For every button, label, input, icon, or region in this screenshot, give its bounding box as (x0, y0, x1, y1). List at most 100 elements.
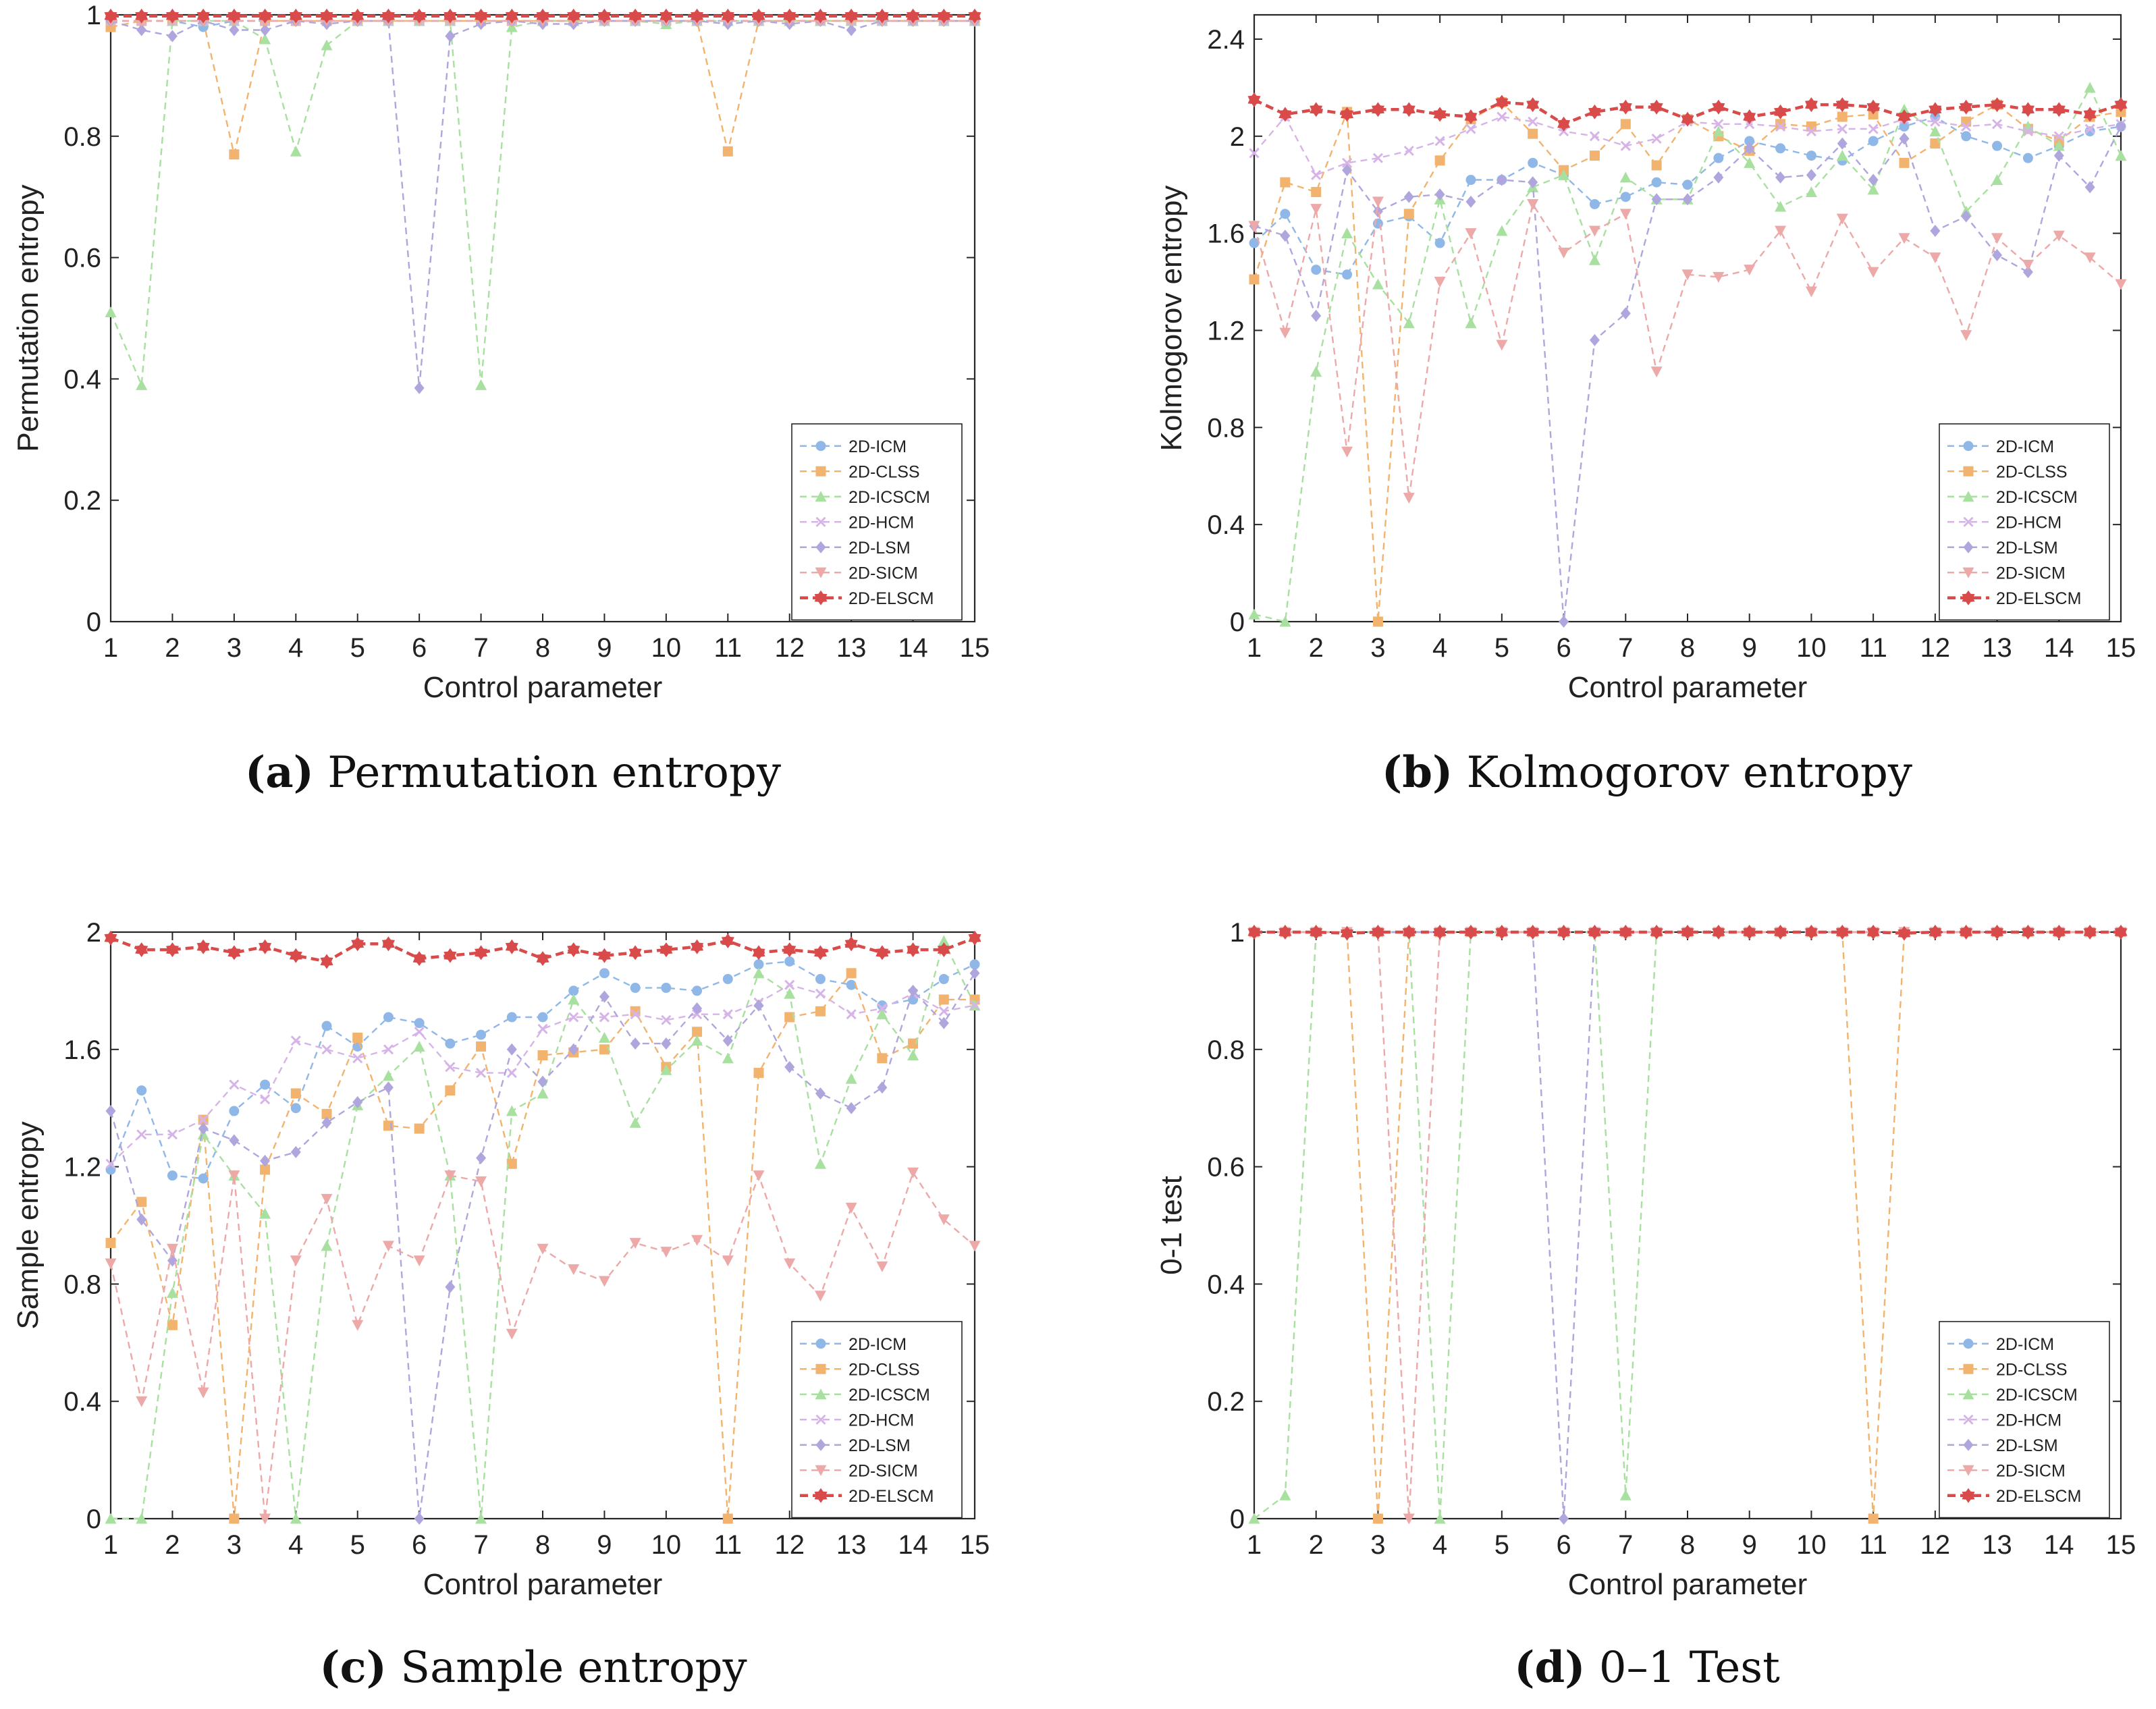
data-point (382, 1241, 394, 1252)
data-point (104, 930, 117, 946)
data-point (1557, 925, 1571, 940)
data-point (2052, 102, 2066, 117)
data-point (1682, 180, 1693, 190)
data-point (630, 1009, 641, 1020)
caption-b-letter: (b) (1382, 747, 1453, 798)
data-point (845, 1073, 857, 1084)
data-point (2022, 259, 2034, 271)
data-point (1775, 171, 1786, 184)
data-point (1713, 271, 1725, 283)
data-point (1464, 109, 1478, 124)
data-point (445, 1038, 456, 1049)
x-tick-label: 7 (1618, 1530, 1633, 1560)
series-2d-sicm (1248, 196, 2127, 504)
data-point (721, 8, 734, 24)
data-point (1589, 333, 1600, 346)
legend-item: 2D-HCM (800, 1411, 914, 1430)
data-point (413, 1255, 425, 1267)
legend-marker (1962, 567, 1974, 578)
data-point (1311, 309, 1322, 322)
data-point (1310, 204, 1322, 215)
data-point (536, 951, 549, 967)
data-point (412, 8, 426, 24)
data-point (105, 1258, 117, 1270)
x-tick-label: 14 (2044, 1530, 2074, 1560)
legend-item: 2D-CLSS (800, 462, 920, 481)
series-2d-clss (105, 16, 980, 160)
x-tick-label: 12 (774, 633, 805, 663)
legend-marker (815, 1414, 826, 1425)
data-point (1650, 367, 1663, 378)
y-tick-label: 2.4 (1207, 25, 1245, 55)
data-point (445, 30, 456, 43)
legend-item: 2D-SICM (1947, 564, 2066, 582)
x-tick-label: 9 (1742, 633, 1757, 663)
data-point (722, 1513, 733, 1524)
data-point (815, 1087, 826, 1100)
data-point (784, 979, 795, 990)
data-point (229, 1079, 240, 1090)
data-point (691, 1035, 703, 1046)
data-point (1311, 169, 1322, 180)
data-point (1682, 193, 1693, 206)
data-point (321, 1116, 332, 1129)
legend-label: 2D-ELSCM (1996, 589, 2081, 608)
series-line (110, 971, 975, 1519)
data-point (196, 8, 210, 24)
data-point (1774, 925, 1787, 940)
legend-marker (1962, 590, 1975, 605)
legend-label: 2D-ICM (1996, 1335, 2054, 1354)
data-point (1961, 210, 1972, 223)
legend-marker (815, 516, 826, 527)
data-point (568, 985, 579, 996)
data-point (1836, 150, 1848, 161)
data-point (1278, 107, 1292, 122)
data-point (104, 8, 117, 24)
series-line (110, 20, 975, 155)
legend-a: 2D-ICM 2D-CLSS 2D-ICSCM 2D-HCM 2D-LSM 2D-SICM… (791, 423, 963, 621)
y-tick-label: 0.6 (1207, 1153, 1245, 1183)
data-point (136, 1129, 147, 1140)
legend-label: 2D-ICSCM (1996, 1386, 2078, 1405)
data-point (1805, 186, 1817, 198)
data-point (907, 942, 920, 958)
legend-item: 2D-ICSCM (1947, 488, 2078, 507)
x-tick-label: 11 (714, 633, 743, 663)
data-point (1713, 126, 1725, 137)
data-point (260, 1154, 271, 1167)
data-point (876, 1261, 888, 1272)
data-point (1620, 307, 1631, 320)
y-tick-label: 0.8 (63, 1270, 101, 1299)
data-point (1249, 274, 1260, 285)
x-tick-label: 1 (1247, 633, 1262, 663)
data-point (844, 8, 858, 24)
data-point (475, 8, 488, 24)
data-point (1992, 119, 2003, 130)
data-point (1589, 198, 1600, 209)
series-2d-icscm (105, 15, 981, 390)
data-point (876, 1008, 888, 1020)
data-point (1681, 925, 1694, 940)
data-point (1434, 1513, 1446, 1524)
data-point (1433, 925, 1447, 940)
y-tick-label: 0 (1230, 607, 1245, 637)
y-tick-label: 0 (1230, 1504, 1245, 1534)
data-point (2083, 107, 2097, 122)
legend-item: 2D-SICM (1947, 1461, 2066, 1480)
data-point (597, 948, 611, 963)
data-point (937, 942, 950, 958)
data-point (1559, 616, 1569, 628)
x-tick-label: 2 (1309, 1530, 1324, 1560)
data-point (1342, 157, 1353, 168)
data-point (1465, 124, 1476, 134)
data-point (1960, 330, 1972, 342)
data-point (105, 1513, 117, 1524)
data-point (383, 1081, 394, 1094)
data-point (1991, 97, 2004, 113)
data-point (414, 381, 425, 394)
x-tick-label: 13 (1982, 1530, 2012, 1560)
data-point (1372, 1513, 1383, 1524)
legend-item: 2D-LSM (1947, 1436, 2058, 1455)
data-point (598, 1276, 610, 1287)
x-tick-label: 11 (1859, 1530, 1887, 1560)
